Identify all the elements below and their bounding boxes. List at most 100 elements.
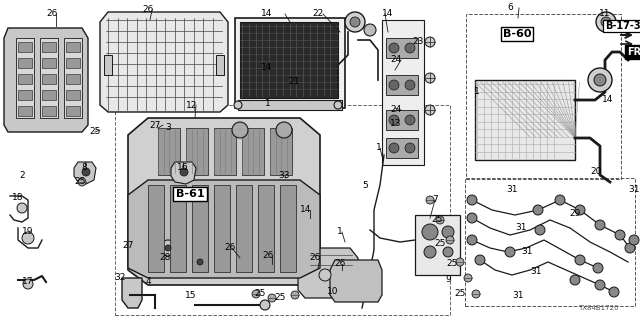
Text: 32: 32 <box>115 274 125 283</box>
Text: 12: 12 <box>186 100 198 109</box>
Circle shape <box>276 122 292 138</box>
Circle shape <box>350 17 360 27</box>
Text: 7: 7 <box>432 196 438 204</box>
Circle shape <box>575 255 585 265</box>
Text: 4: 4 <box>145 277 151 286</box>
Circle shape <box>446 236 454 244</box>
Bar <box>466 14 621 179</box>
Text: 1: 1 <box>337 228 343 236</box>
Circle shape <box>467 195 477 205</box>
Circle shape <box>319 269 331 281</box>
Circle shape <box>596 12 616 32</box>
Polygon shape <box>258 185 274 272</box>
Text: 26: 26 <box>46 10 58 19</box>
Circle shape <box>17 203 27 213</box>
Circle shape <box>555 195 565 205</box>
Text: 24: 24 <box>390 55 402 65</box>
Text: 26: 26 <box>334 260 346 268</box>
Circle shape <box>364 24 376 36</box>
Text: 28: 28 <box>159 253 171 262</box>
Circle shape <box>424 246 436 258</box>
Text: 24: 24 <box>390 106 402 115</box>
Bar <box>415 215 460 275</box>
Circle shape <box>588 68 612 92</box>
Text: 14: 14 <box>382 10 394 19</box>
Circle shape <box>405 43 415 53</box>
Bar <box>238 100 342 110</box>
Circle shape <box>464 274 472 282</box>
Circle shape <box>291 291 299 299</box>
Text: 31: 31 <box>515 223 527 233</box>
Circle shape <box>456 258 464 266</box>
Polygon shape <box>214 128 236 175</box>
Text: 14: 14 <box>261 10 273 19</box>
Circle shape <box>609 287 619 297</box>
Text: 10: 10 <box>327 287 339 297</box>
Text: 17: 17 <box>22 276 34 285</box>
Text: 26: 26 <box>262 252 274 260</box>
Bar <box>42 74 56 84</box>
Polygon shape <box>64 38 82 118</box>
Bar <box>42 42 56 52</box>
Text: 25: 25 <box>446 260 458 268</box>
Text: 3: 3 <box>165 124 171 132</box>
Circle shape <box>78 178 86 186</box>
Circle shape <box>389 115 399 125</box>
Text: 25: 25 <box>435 239 445 249</box>
Circle shape <box>533 205 543 215</box>
Bar <box>18 58 32 68</box>
Polygon shape <box>192 185 208 272</box>
Bar <box>115 105 450 315</box>
Bar <box>18 106 32 116</box>
Text: 1: 1 <box>376 143 382 153</box>
Polygon shape <box>280 185 296 272</box>
Circle shape <box>252 290 260 298</box>
Text: 31: 31 <box>531 268 541 276</box>
Polygon shape <box>170 185 186 272</box>
Circle shape <box>436 216 444 224</box>
Circle shape <box>389 80 399 90</box>
Bar <box>42 90 56 100</box>
Bar <box>18 42 32 52</box>
Polygon shape <box>148 185 164 272</box>
Circle shape <box>443 247 453 257</box>
Bar <box>240 22 338 98</box>
Bar <box>382 20 424 165</box>
Bar <box>66 90 80 100</box>
Circle shape <box>467 213 477 223</box>
Circle shape <box>260 300 270 310</box>
Polygon shape <box>270 128 292 175</box>
Bar <box>66 42 80 52</box>
Circle shape <box>405 143 415 153</box>
Bar <box>18 90 32 100</box>
Text: 25: 25 <box>90 127 100 137</box>
Polygon shape <box>298 248 358 298</box>
Circle shape <box>22 232 34 244</box>
Circle shape <box>595 220 605 230</box>
Circle shape <box>535 225 545 235</box>
Bar <box>42 58 56 68</box>
Text: 31: 31 <box>628 186 640 195</box>
Circle shape <box>165 245 171 251</box>
Circle shape <box>268 294 276 302</box>
Text: 27: 27 <box>122 241 134 250</box>
Text: 31: 31 <box>521 247 532 257</box>
Polygon shape <box>216 55 224 75</box>
Text: 29: 29 <box>570 210 580 219</box>
Bar <box>66 74 80 84</box>
Circle shape <box>601 17 611 27</box>
Circle shape <box>594 74 606 86</box>
Circle shape <box>422 224 438 240</box>
Polygon shape <box>386 138 418 158</box>
Circle shape <box>595 280 605 290</box>
Circle shape <box>505 247 515 257</box>
Circle shape <box>405 80 415 90</box>
Circle shape <box>426 196 434 204</box>
Bar <box>235 18 345 108</box>
Polygon shape <box>4 28 88 132</box>
Bar <box>42 106 56 116</box>
Text: 25: 25 <box>431 215 443 225</box>
Circle shape <box>593 263 603 273</box>
Text: 23: 23 <box>412 37 424 46</box>
Text: 9: 9 <box>445 276 451 284</box>
